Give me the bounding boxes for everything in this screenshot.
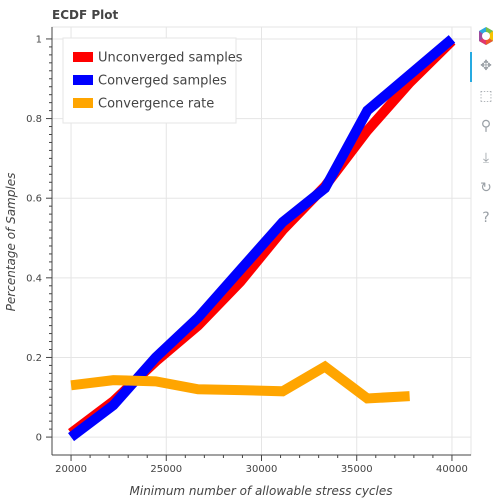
x-axis-label: Minimum number of allowable stress cycle… — [130, 484, 393, 498]
legend: Unconverged samples Converged samples Conv… — [62, 37, 243, 124]
toolbar: ✥ ⬚ ⚲ ⤓ ↻? — [470, 24, 500, 234]
x-tick-label: 40000 — [436, 464, 468, 475]
legend-swatch — [73, 98, 93, 108]
legend-entry-converged-samples: Converged samples — [98, 74, 227, 89]
series-line-convergence-rate — [70, 360, 410, 404]
bokeh-logo-icon — [476, 26, 496, 46]
active-tool-indicator — [470, 52, 472, 82]
bokeh-logo-graphic — [479, 27, 493, 45]
legend-entry-convergence-rate: Convergence rate — [98, 97, 214, 112]
pan-tool-icon[interactable]: ✥ — [480, 58, 492, 74]
y-tick-label: 0.4 — [26, 273, 42, 284]
y-tick-label: 1 — [36, 34, 42, 45]
x-tick-label: 35000 — [341, 464, 373, 475]
x-tick-label: 25000 — [150, 464, 182, 475]
y-tick-label: 0.8 — [26, 114, 42, 125]
legend-swatch — [73, 75, 93, 85]
box-zoom-tool-icon[interactable]: ⬚ — [479, 88, 493, 104]
y-tick-label: 0 — [36, 433, 42, 444]
series-lines — [68, 35, 456, 442]
save-tool-icon[interactable]: ⤓ — [482, 150, 490, 166]
wheel-zoom-tool-icon[interactable]: ⚲ — [480, 118, 492, 134]
legend-entry-unconverged-samples: Unconverged samples — [98, 51, 243, 66]
y-tick-label: 0.6 — [26, 194, 42, 205]
y-axis-label: Percentage of Samples — [4, 173, 18, 312]
axes: 20000 25000 30000 35000 40000 0 0.2 0.4 0.6 0.8 1 — [26, 27, 471, 475]
y-tick-label: 0.2 — [26, 353, 42, 364]
x-tick-label: 20000 — [55, 464, 87, 475]
reset-tool-icon[interactable]: ↻ — [480, 180, 492, 196]
help-tool-icon[interactable]: ? — [482, 210, 490, 226]
chart-title: ECDF Plot — [52, 8, 118, 22]
x-tick-label: 30000 — [246, 464, 278, 475]
legend-swatch — [73, 52, 93, 62]
